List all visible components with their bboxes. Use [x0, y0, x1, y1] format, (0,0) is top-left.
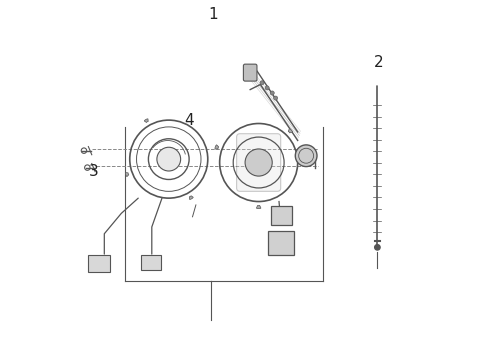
FancyBboxPatch shape [268, 231, 294, 255]
Text: 3: 3 [89, 163, 99, 179]
Wedge shape [256, 206, 261, 209]
FancyBboxPatch shape [237, 134, 281, 192]
Wedge shape [125, 173, 129, 177]
FancyBboxPatch shape [271, 206, 292, 225]
Circle shape [270, 91, 274, 95]
Circle shape [157, 147, 180, 171]
Text: 1: 1 [208, 8, 217, 23]
Wedge shape [189, 196, 193, 199]
Circle shape [245, 149, 272, 176]
Circle shape [295, 145, 317, 167]
Circle shape [260, 81, 264, 85]
FancyBboxPatch shape [243, 64, 257, 81]
Text: 2: 2 [374, 55, 384, 70]
Wedge shape [288, 129, 292, 133]
Wedge shape [144, 119, 148, 122]
Circle shape [375, 245, 380, 250]
Circle shape [265, 86, 269, 90]
Circle shape [274, 96, 277, 100]
Wedge shape [215, 145, 219, 149]
FancyBboxPatch shape [141, 255, 161, 271]
Text: 4: 4 [184, 113, 194, 128]
FancyBboxPatch shape [88, 255, 110, 272]
